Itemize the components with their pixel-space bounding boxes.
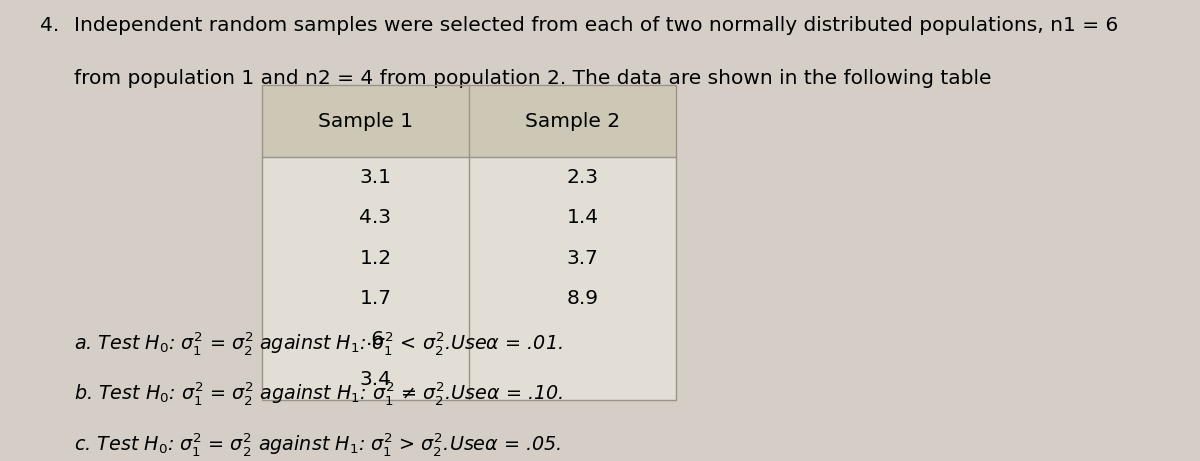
Text: 8.9: 8.9 [566,289,599,308]
Text: 2.3: 2.3 [566,167,599,187]
Text: from population 1 and n2 = 4 from population 2. The data are shown in the follow: from population 1 and n2 = 4 from popula… [74,69,992,88]
Text: 4.3: 4.3 [360,208,391,227]
Text: 3.1: 3.1 [360,167,391,187]
Text: 1.7: 1.7 [360,289,391,308]
Text: b. Test $H_0$: $\sigma_1^2$ = $\sigma_2^2$ against $H_1$: $\sigma_1^2$ ≠ $\sigma: b. Test $H_0$: $\sigma_1^2$ = $\sigma_2^… [74,380,564,408]
Text: 3.4: 3.4 [360,370,391,390]
Text: Sample 2: Sample 2 [524,112,619,130]
Text: 1.4: 1.4 [566,208,599,227]
Text: Independent random samples were selected from each of two normally distributed p: Independent random samples were selected… [74,16,1118,35]
Text: .6: .6 [366,330,385,349]
Text: Sample 1: Sample 1 [318,112,413,130]
Text: 3.7: 3.7 [566,248,599,268]
Text: 4.: 4. [40,16,59,35]
Text: 1.2: 1.2 [359,248,391,268]
Text: c. Test $H_0$: $\sigma_1^2$ = $\sigma_2^2$ against $H_1$: $\sigma_1^2$ > $\sigma: c. Test $H_0$: $\sigma_1^2$ = $\sigma_2^… [74,431,562,458]
Text: a. Test $H_0$: $\sigma_1^2$ = $\sigma_2^2$ against $H_1$: $\sigma_1^2$ < $\sigma: a. Test $H_0$: $\sigma_1^2$ = $\sigma_2^… [74,330,563,357]
